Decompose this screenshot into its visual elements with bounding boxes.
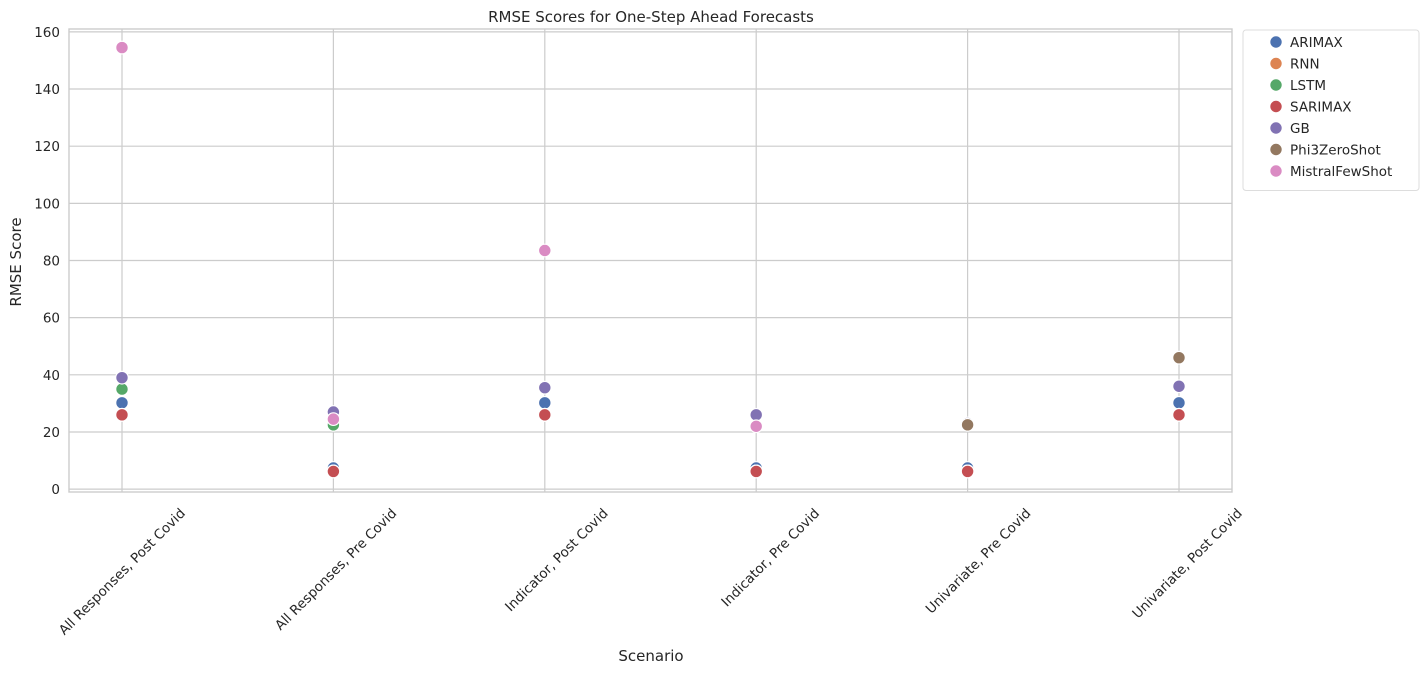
legend-marker bbox=[1269, 78, 1283, 92]
data-point-sarimax bbox=[749, 464, 764, 479]
y-tick-label: 0 bbox=[51, 482, 60, 498]
data-point-arimax bbox=[1172, 395, 1186, 410]
legend-marker bbox=[1269, 121, 1283, 135]
data-point-lstm bbox=[115, 382, 129, 397]
legend-label: GB bbox=[1290, 121, 1310, 137]
x-tick-label: Indicator, Pre Covid bbox=[718, 506, 823, 611]
legend-marker bbox=[1269, 99, 1283, 114]
x-tick-label: Univariate, Pre Covid bbox=[923, 506, 1035, 618]
data-point-gb bbox=[115, 370, 129, 385]
legend-label: Phi3ZeroShot bbox=[1290, 143, 1381, 159]
x-tick-label: All Responses, Pre Covid bbox=[272, 506, 400, 634]
data-point-mistralfewshot bbox=[749, 419, 764, 434]
data-point-gb bbox=[1172, 379, 1186, 394]
data-point-phi3zeroshot bbox=[960, 417, 975, 432]
legend-label: ARIMAX bbox=[1290, 35, 1343, 51]
legend-label: SARIMAX bbox=[1290, 100, 1352, 116]
data-point-mistralfewshot bbox=[115, 40, 129, 55]
x-tick-label: Univariate, Post Covid bbox=[1129, 506, 1245, 622]
y-tick-label: 100 bbox=[34, 196, 60, 212]
legend-marker bbox=[1269, 164, 1283, 178]
y-tick-label: 60 bbox=[43, 311, 60, 327]
legend-marker bbox=[1269, 142, 1283, 157]
data-point-mistralfewshot bbox=[326, 412, 341, 427]
legend-label: RNN bbox=[1290, 57, 1320, 73]
data-point-gb bbox=[749, 407, 764, 422]
x-tick-label: All Responses, Post Covid bbox=[56, 506, 189, 639]
data-point-arimax bbox=[115, 395, 129, 410]
x-axis-label: Scenario bbox=[618, 647, 683, 665]
legend-label: LSTM bbox=[1290, 78, 1326, 94]
data-point-sarimax bbox=[115, 407, 129, 422]
x-tick-label: Indicator, Post Covid bbox=[502, 506, 611, 615]
legend: ARIMAX RNN LSTM SARIMAX GB Phi3ZeroShot Mistra… bbox=[1242, 29, 1420, 191]
legend-marker bbox=[1269, 56, 1283, 71]
grid-lines bbox=[69, 29, 1232, 492]
legend-box bbox=[1242, 29, 1420, 191]
data-points bbox=[115, 40, 1186, 479]
data-point-phi3zeroshot bbox=[1172, 350, 1186, 365]
plot-frame bbox=[68, 28, 1233, 493]
y-tick-label: 40 bbox=[43, 368, 60, 384]
data-point-sarimax bbox=[326, 464, 341, 479]
axes: 0 20 40 60 80 100 120 140 160 All Responses, Post… bbox=[34, 25, 1246, 639]
data-point-gb bbox=[537, 380, 552, 395]
legend-label: MistralFewShot bbox=[1290, 164, 1392, 180]
y-tick-label: 80 bbox=[43, 254, 60, 270]
chart-title: RMSE Scores for One-Step Ahead Forecasts bbox=[488, 8, 814, 26]
data-point-sarimax bbox=[960, 464, 975, 479]
data-point-sarimax bbox=[1172, 407, 1186, 422]
y-tick-label: 20 bbox=[43, 425, 60, 441]
y-axis-label: RMSE Score bbox=[7, 217, 25, 306]
data-point-sarimax bbox=[537, 407, 552, 422]
y-tick-label: 160 bbox=[34, 25, 60, 41]
y-tick-label: 120 bbox=[34, 139, 60, 155]
legend-marker bbox=[1269, 35, 1283, 49]
data-point-mistralfewshot bbox=[537, 243, 552, 258]
data-point-arimax bbox=[537, 395, 552, 410]
y-tick-label: 140 bbox=[34, 82, 60, 98]
